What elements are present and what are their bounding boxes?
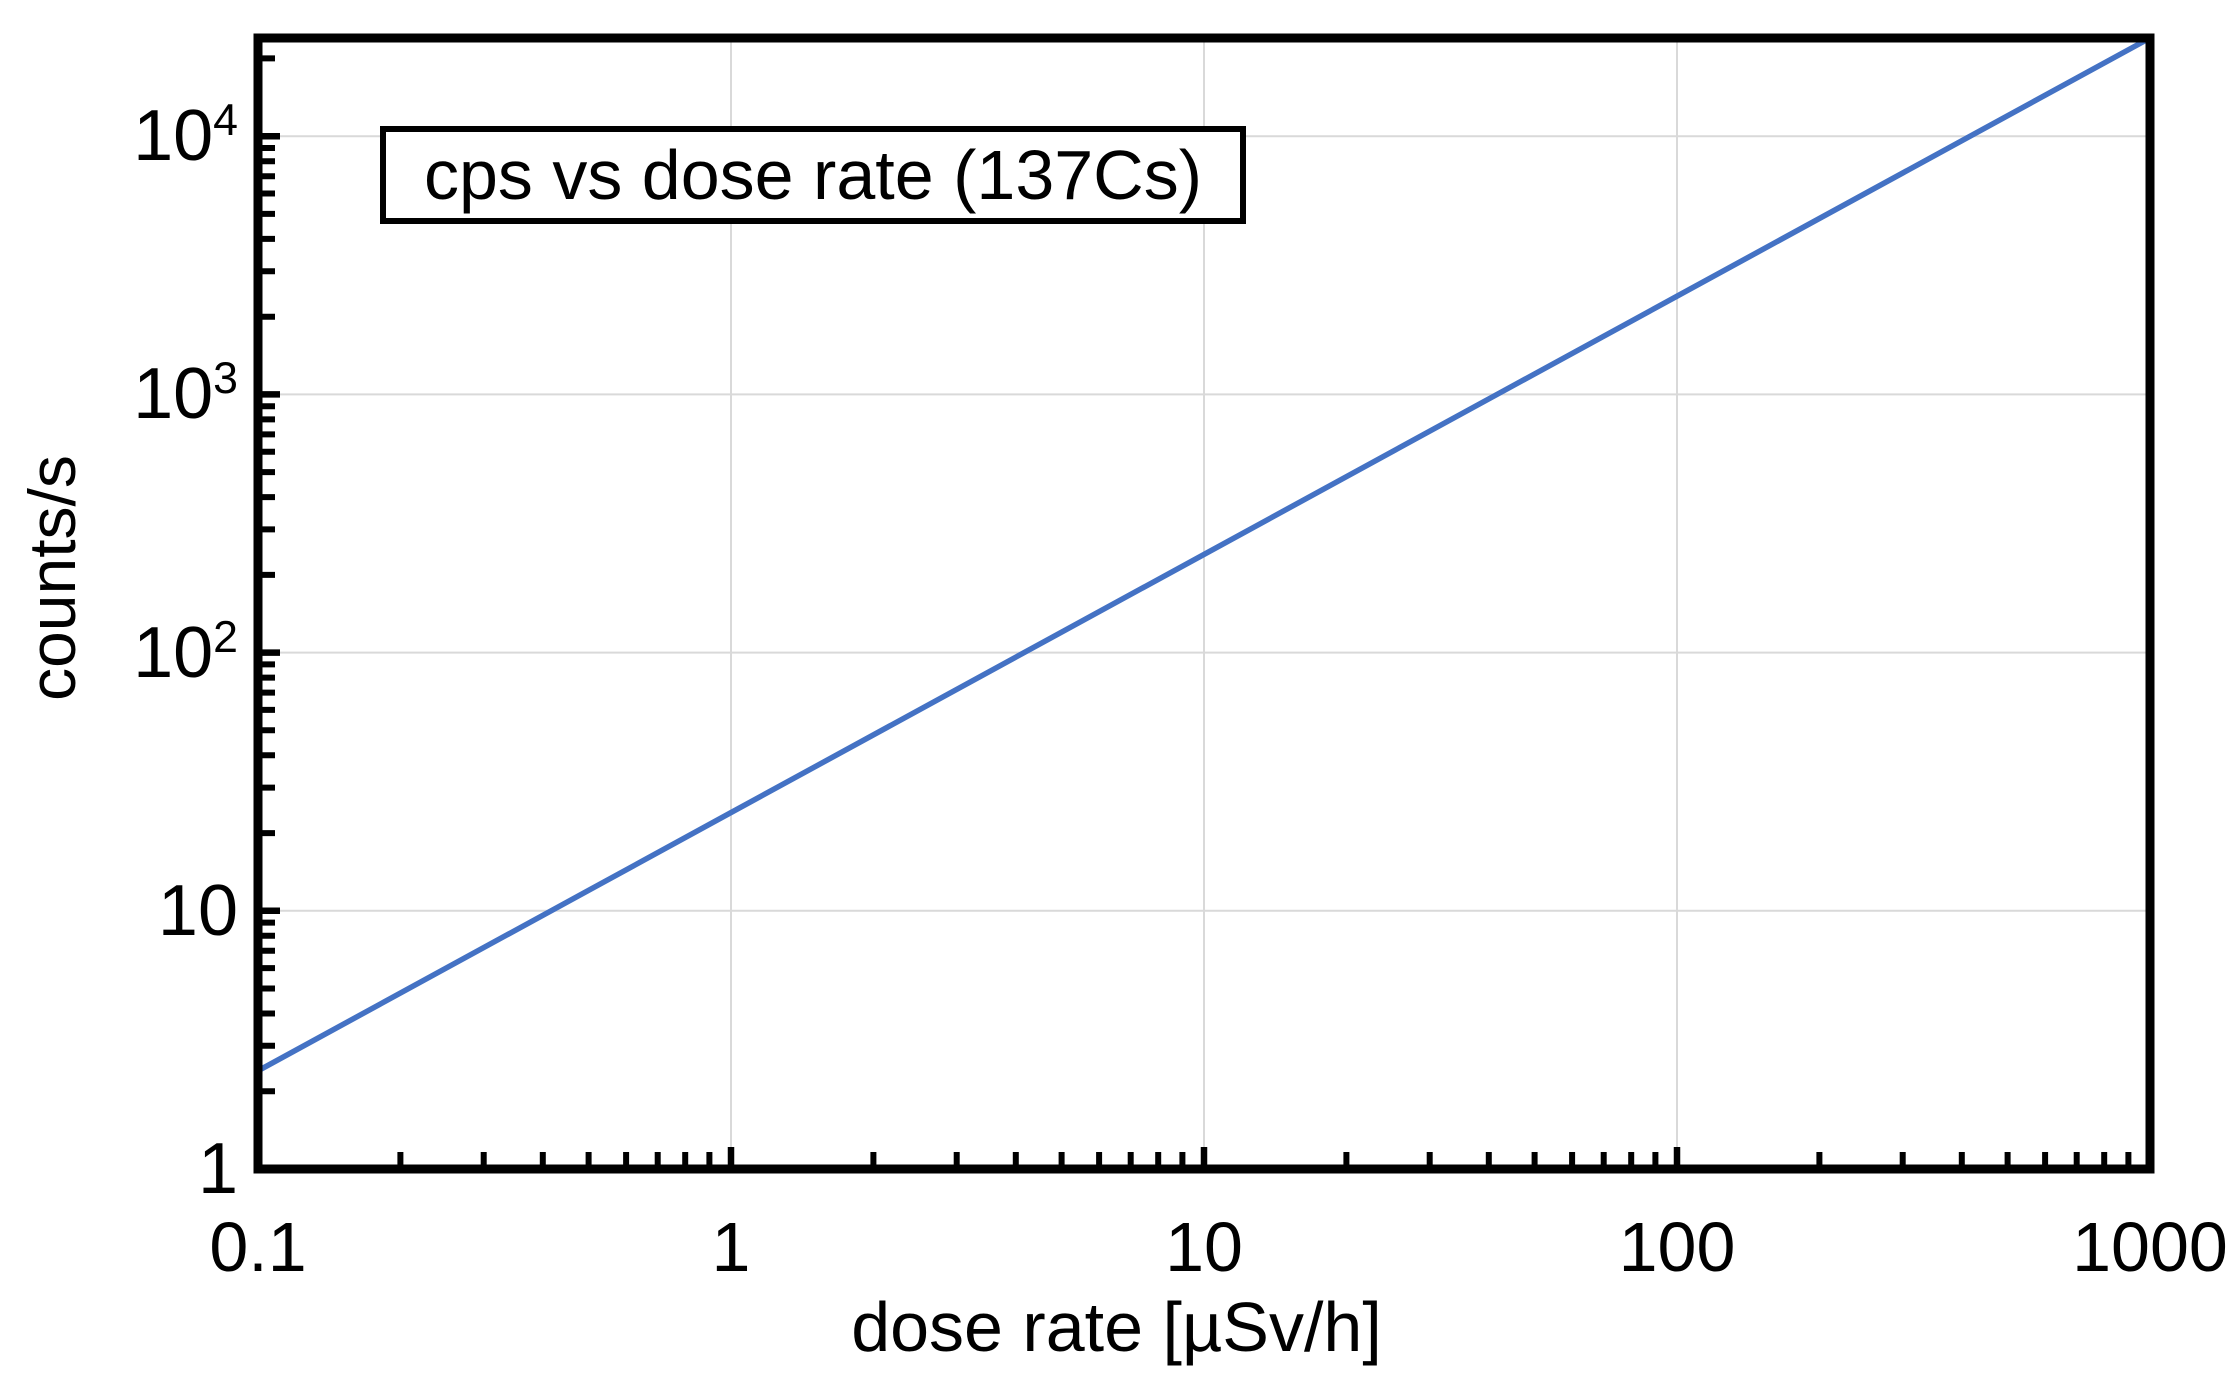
x-tick-label: 0.1 xyxy=(209,1208,307,1286)
y-axis-title: counts/s xyxy=(15,455,89,701)
y-tick-label: 104 xyxy=(133,96,238,176)
x-tick-label: 10 xyxy=(1165,1208,1243,1286)
y-tick-label: 1 xyxy=(197,1129,238,1209)
x-tick-label: 1 xyxy=(711,1208,751,1286)
chart-title-box: cps vs dose rate (137Cs) xyxy=(380,126,1246,224)
y-tick-label: 103 xyxy=(133,354,238,434)
y-tick-label: 10 xyxy=(157,871,238,951)
series-line xyxy=(255,35,2153,1074)
x-axis-title: dose rate [µSv/h] xyxy=(851,1288,1382,1366)
y-tick-label: 102 xyxy=(133,613,238,693)
x-tick-label: 1000 xyxy=(2072,1208,2228,1286)
chart-title: cps vs dose rate (137Cs) xyxy=(423,136,1203,214)
x-tick-label: 100 xyxy=(1618,1208,1736,1286)
